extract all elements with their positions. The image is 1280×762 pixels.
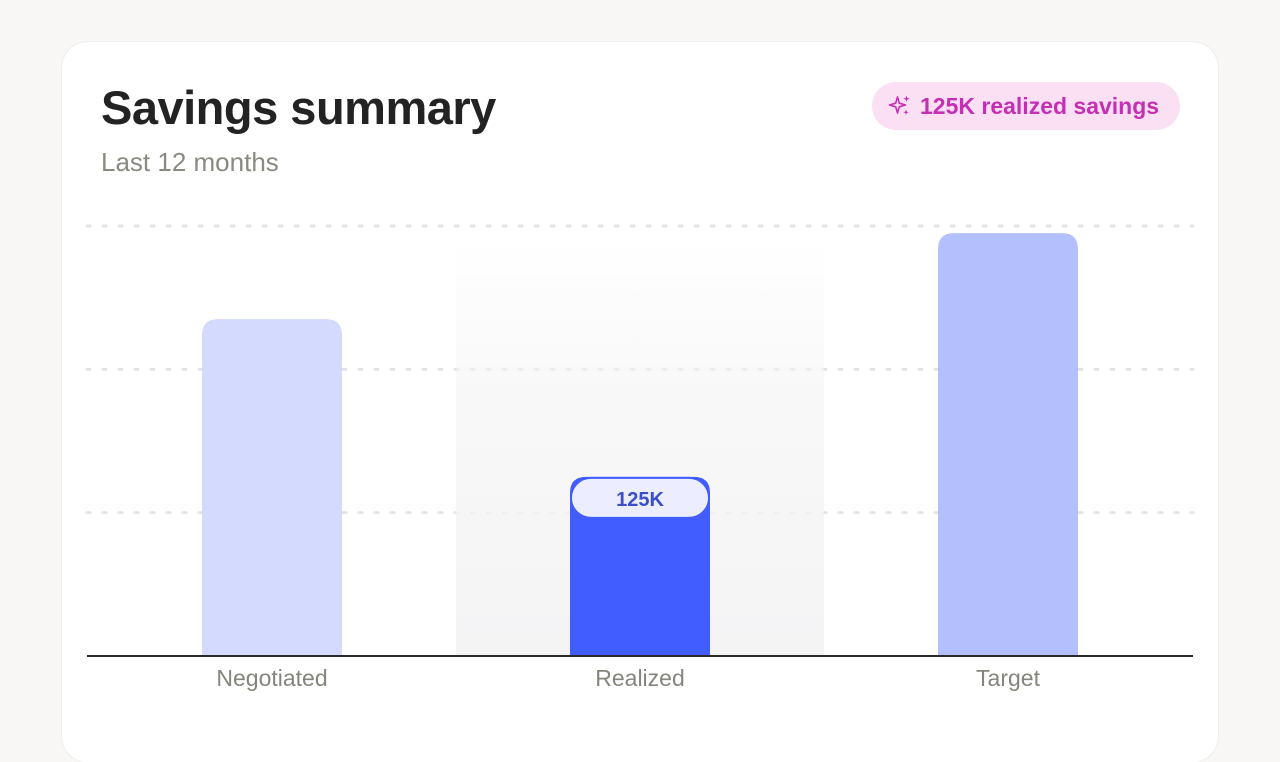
category-label-target: Target	[976, 665, 1041, 691]
badge-text: 125K realized savings	[920, 92, 1160, 119]
time-range-label: Last 12 months	[101, 147, 279, 177]
realized-savings-badge: 125K realized savings	[872, 82, 1180, 130]
category-label-realized: Realized	[595, 665, 685, 691]
bar-realized	[570, 476, 710, 656]
bar-negotiated	[202, 319, 342, 656]
page-title: Savings summary	[101, 81, 496, 134]
category-label-negotiated: Negotiated	[216, 665, 327, 691]
sparkle-icon	[888, 95, 910, 116]
savings-bar-chart: Negotiated Realized 125K Target	[85, 224, 1195, 691]
data-label-pill	[570, 476, 710, 519]
data-label-realized: 125K	[616, 489, 664, 511]
bar-target	[938, 233, 1078, 656]
